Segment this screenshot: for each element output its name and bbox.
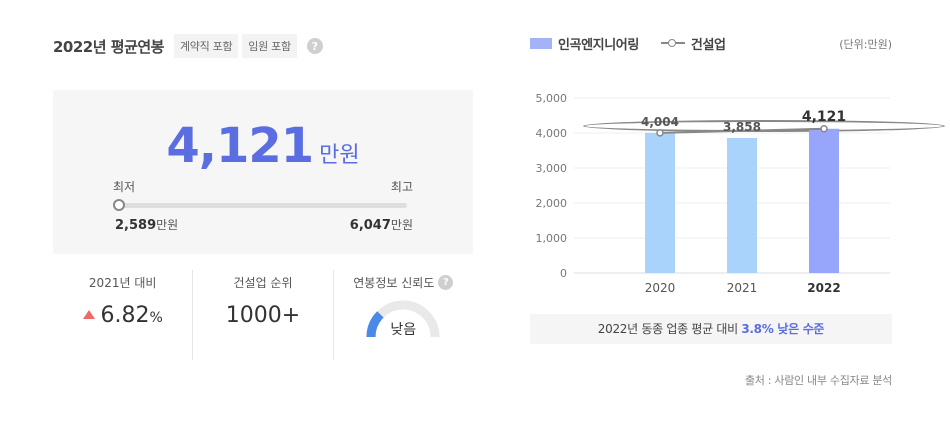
yoy-unit: % bbox=[149, 310, 163, 326]
stat-rank: 건설업 순위 1000+ bbox=[192, 270, 332, 360]
bar bbox=[645, 132, 675, 273]
reliability-value: 낮음 bbox=[390, 322, 417, 338]
line-point bbox=[820, 125, 828, 133]
question-circle-icon[interactable]: ? bbox=[306, 38, 323, 54]
legend-company: 인곡엔지니어링 bbox=[558, 37, 639, 53]
yoy-number: 6.82 bbox=[100, 303, 150, 328]
salary-panel: 2022년 평균연봉 계약직 포함 임원 포함 ? 4,121 만원 최저 최고 … bbox=[53, 30, 945, 360]
min-salary: 2,589만원 bbox=[115, 216, 178, 233]
y-tick-label: 1,000 bbox=[536, 232, 568, 245]
legend-line-icon bbox=[660, 37, 685, 49]
x-tick-label: 2021 bbox=[727, 281, 758, 295]
min-salary-value: 2,589 bbox=[115, 218, 157, 233]
legend-industry: 건설업 bbox=[690, 37, 726, 53]
data-label: 4,121 bbox=[802, 109, 846, 125]
y-tick-label: 5,000 bbox=[536, 92, 568, 105]
average-salary: 4,121 만원 bbox=[53, 118, 473, 174]
salary-chart: 0 1,000 2,000 3,000 4,000 5,000 2020 2021 2022 4,… bbox=[536, 92, 890, 295]
max-salary: 6,047만원 bbox=[350, 216, 413, 233]
rank-label: 건설업 순위 bbox=[233, 276, 293, 290]
legend-bar-swatch bbox=[530, 37, 552, 49]
min-marker-icon bbox=[113, 199, 125, 211]
salary-header: 2022년 평균연봉 계약직 포함 임원 포함 ? bbox=[53, 30, 473, 62]
chart-legend: 인곡엔지니어링 건설업 bbox=[530, 30, 892, 56]
yoy-value: 6.82% bbox=[53, 303, 192, 328]
salary-stats: 2021년 대비 6.82% 건설업 순위 1000+ 연봉정보 신뢰도? 낮음 bbox=[53, 270, 473, 360]
bar bbox=[727, 137, 757, 273]
max-label: 최고 bbox=[390, 180, 413, 194]
y-tick-label: 0 bbox=[560, 267, 567, 280]
average-salary-box: 4,121 만원 최저 최고 2,589만원 6,047만원 bbox=[53, 90, 945, 254]
max-salary-unit: 만원 bbox=[390, 218, 413, 232]
tag-executive: 임원 포함 bbox=[242, 34, 297, 58]
y-tick-label: 4,000 bbox=[536, 127, 568, 140]
min-label: 최저 bbox=[113, 180, 136, 194]
gauge-icon bbox=[366, 300, 440, 338]
question-circle-icon[interactable]: ? bbox=[438, 275, 454, 290]
y-tick-label: 3,000 bbox=[536, 162, 568, 175]
y-tick-label: 2,000 bbox=[536, 197, 568, 210]
max-salary-value: 6,047 bbox=[349, 218, 391, 233]
reliability-label: 연봉정보 신뢰도 bbox=[353, 276, 435, 290]
series-line bbox=[659, 127, 825, 134]
source-note: 출처 : 사람인 내부 수집자료 분석 bbox=[744, 374, 892, 387]
line-point bbox=[656, 129, 664, 137]
data-label: 4,004 bbox=[641, 115, 679, 129]
stat-reliability: 연봉정보 신뢰도? 낮음 bbox=[332, 270, 473, 360]
reliability-header: 연봉정보 신뢰도? bbox=[334, 274, 473, 291]
unit-note: (단위:만원) bbox=[839, 38, 892, 51]
bar bbox=[809, 128, 839, 273]
tag-contract: 계약직 포함 bbox=[173, 34, 239, 58]
up-triangle-icon bbox=[82, 309, 95, 319]
stat-yoy: 2021년 대비 6.82% bbox=[53, 270, 192, 360]
average-salary-value: 4,121 bbox=[166, 118, 314, 174]
reliability-gauge: 낮음 bbox=[365, 299, 441, 339]
summary-highlight: 3.8% 낮은 수준 bbox=[741, 322, 825, 336]
salary-range-track bbox=[119, 203, 407, 208]
min-salary-unit: 만원 bbox=[156, 218, 179, 232]
x-tick-label: 2022 bbox=[807, 281, 840, 295]
average-salary-unit: 만원 bbox=[319, 143, 360, 168]
summary-text: 2022년 동종 업종 평균 대비 bbox=[597, 322, 742, 336]
comparison-panel: 인곡엔지니어링 건설업 (단위:만원) 0 1,000 2,000 3,000 4,00… bbox=[530, 30, 892, 387]
x-tick-label: 2020 bbox=[645, 281, 676, 295]
data-label: 3,858 bbox=[723, 120, 761, 134]
comparison-summary: 2022년 동종 업종 평균 대비 3.8% 낮은 수준 bbox=[530, 314, 892, 344]
rank-value: 1000+ bbox=[225, 303, 301, 328]
yoy-label: 2021년 대비 bbox=[88, 276, 157, 290]
page-title: 2022년 평균연봉 bbox=[53, 37, 164, 56]
